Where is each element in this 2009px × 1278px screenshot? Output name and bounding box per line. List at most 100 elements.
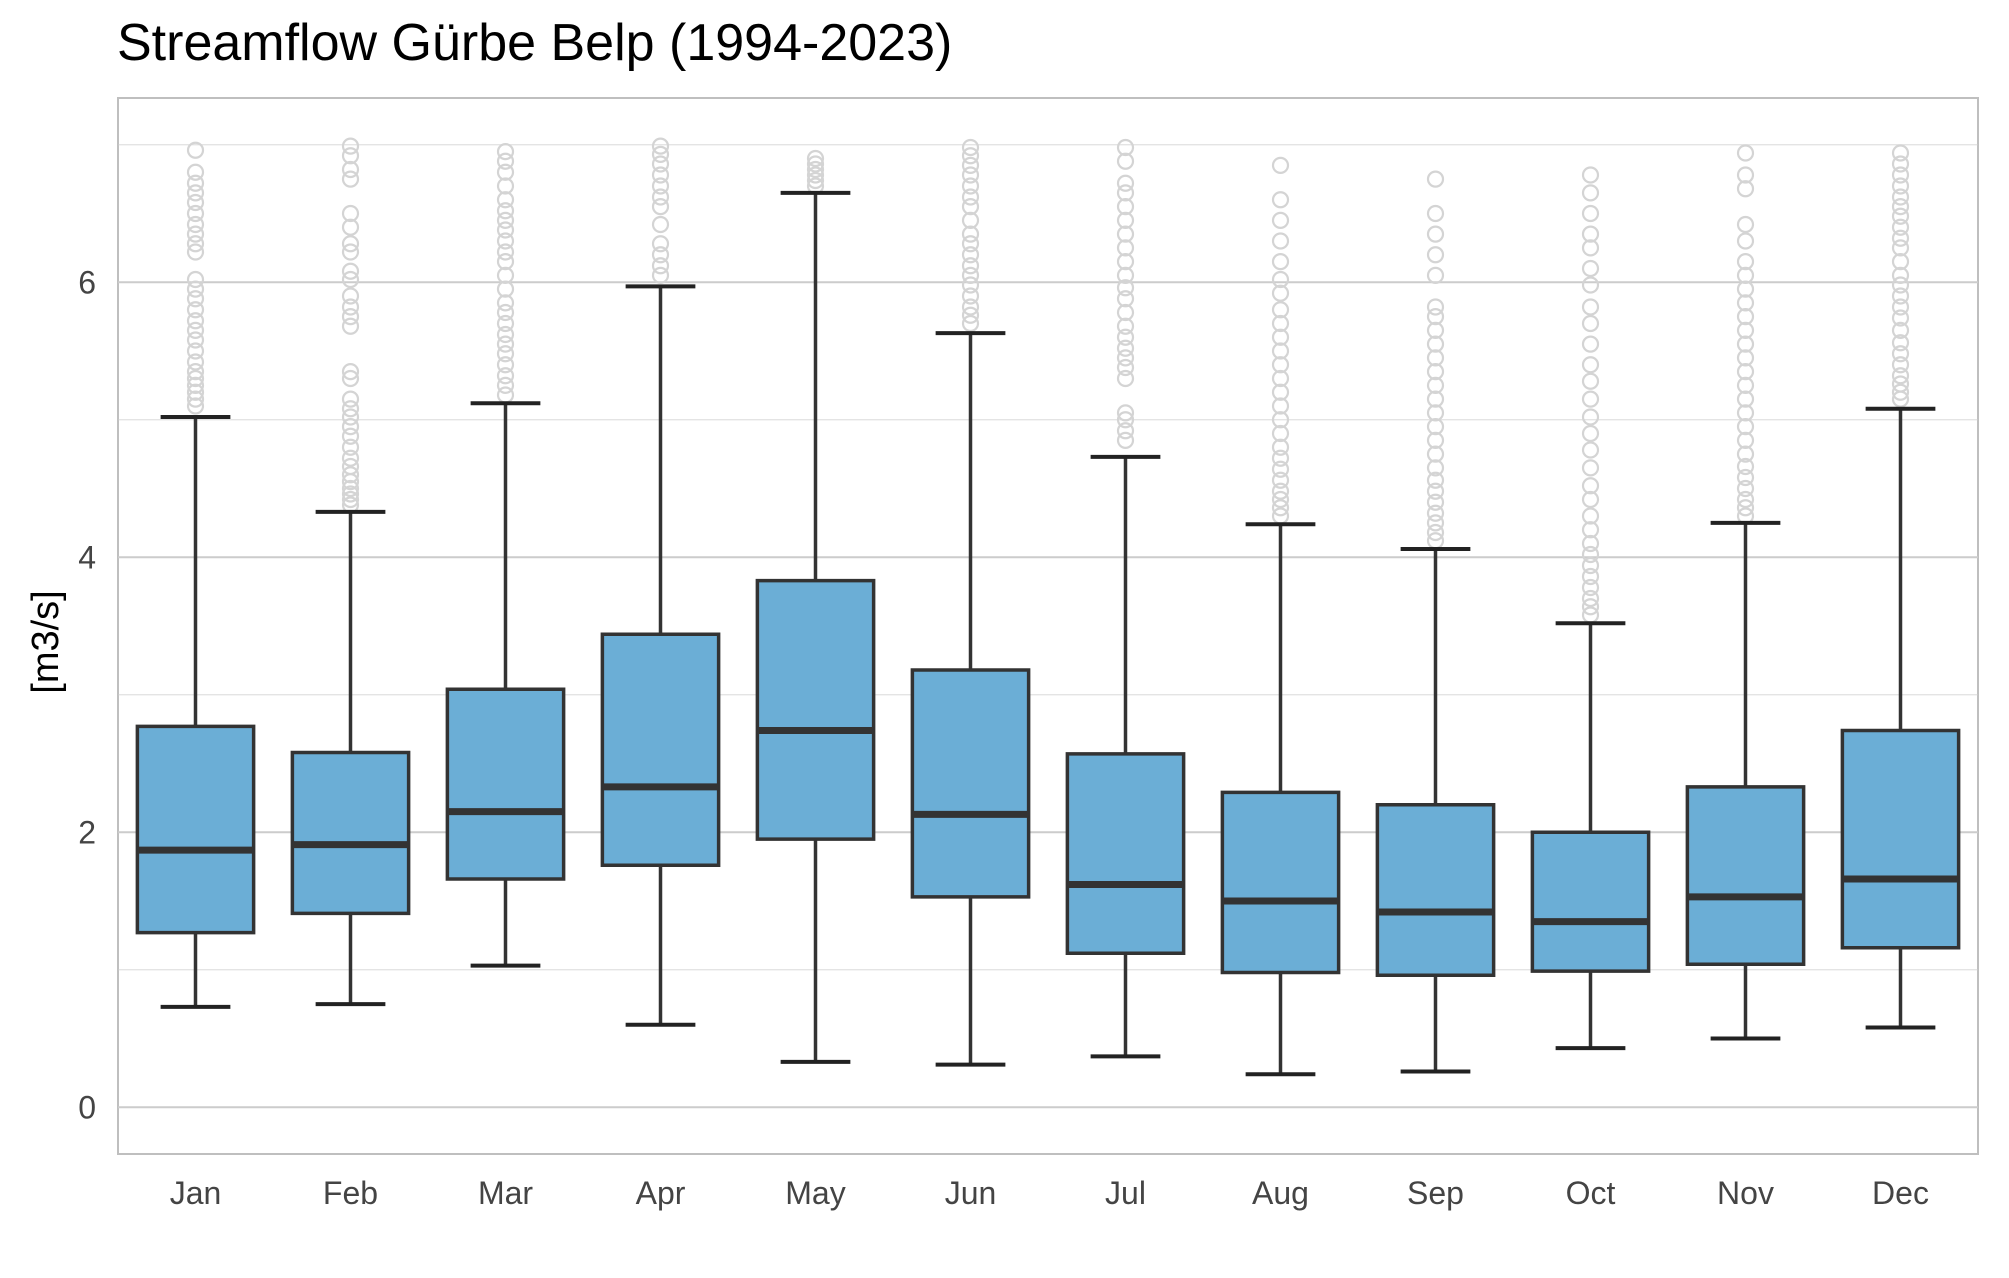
- outlier-point: [341, 262, 360, 280]
- outlier-point: [1271, 482, 1290, 500]
- outlier-point: [496, 314, 515, 333]
- box-iqr: [1840, 728, 1961, 950]
- outlier-point: [961, 298, 980, 316]
- outlier-point: [496, 345, 515, 363]
- outlier-point: [1581, 589, 1600, 608]
- outlier-point: [1581, 314, 1600, 333]
- box-jan: [135, 415, 256, 1009]
- outlier-point: [341, 479, 360, 498]
- outlier-point: [1271, 314, 1290, 333]
- outlier-point: [1736, 232, 1755, 250]
- outlier-point: [1581, 459, 1600, 477]
- outlier-point: [496, 294, 515, 312]
- outlier-point: [1581, 356, 1600, 374]
- box-iqr: [600, 632, 721, 867]
- outlier-point: [1581, 477, 1600, 495]
- outlier-point: [341, 485, 360, 503]
- outlier-point: [1426, 514, 1445, 532]
- x-tick-label-jan: Jan: [170, 1175, 222, 1211]
- outlier-point: [341, 317, 360, 335]
- outlier-point: [1891, 188, 1910, 206]
- outlier-point: [1736, 418, 1755, 436]
- x-tick-label-apr: Apr: [636, 1175, 686, 1211]
- outlier-point: [1891, 375, 1910, 393]
- outlier-point: [651, 215, 670, 234]
- outlier-point: [186, 369, 205, 388]
- outlier-point: [1271, 191, 1290, 209]
- outlier-point: [1271, 411, 1290, 429]
- outlier-point: [806, 171, 825, 190]
- outlier-point: [1736, 166, 1755, 184]
- outlier-point: [496, 202, 515, 220]
- outlier-point: [1891, 287, 1910, 305]
- x-tick-label-nov: Nov: [1717, 1175, 1774, 1211]
- outlier-point: [1271, 356, 1290, 374]
- outlier-point: [341, 427, 360, 445]
- outlier-point: [651, 177, 670, 195]
- box-apr: [600, 284, 721, 1027]
- box-mar: [445, 401, 566, 968]
- outlier-point: [806, 149, 825, 168]
- outlier-point: [1736, 294, 1755, 312]
- outlier-point: [1116, 184, 1135, 202]
- outlier-point: [1426, 321, 1445, 339]
- outlier-point: [1581, 335, 1600, 353]
- outlier-point: [1891, 177, 1910, 195]
- outlier-point: [186, 321, 205, 339]
- outlier-point: [186, 235, 205, 253]
- plot-frame: [117, 97, 1979, 1155]
- outlier-point: [1736, 180, 1755, 198]
- outlier-point: [1736, 457, 1755, 476]
- outlier-point: [496, 177, 515, 195]
- outlier-point: [1736, 445, 1755, 463]
- outlier-point: [961, 147, 980, 165]
- outlier-point: [341, 160, 360, 179]
- outlier-point: [651, 155, 670, 173]
- outlier-point: [1736, 490, 1755, 509]
- outlier-point: [186, 270, 205, 289]
- outlier-point: [1426, 471, 1445, 489]
- x-tick-label-jul: Jul: [1105, 1175, 1146, 1211]
- outlier-point: [1116, 198, 1135, 216]
- outlier-point: [186, 215, 205, 234]
- box-iqr: [1530, 830, 1651, 973]
- outlier-point: [1271, 301, 1290, 319]
- outlier-point: [961, 306, 980, 324]
- outlier-point: [1736, 349, 1755, 367]
- outlier-point: [186, 390, 205, 408]
- outlier-point: [1426, 204, 1445, 223]
- grid-lines: [118, 144, 1978, 1109]
- outlier-point: [1271, 270, 1290, 289]
- outlier-point: [961, 138, 980, 157]
- outlier-point: [1271, 490, 1290, 509]
- box-aug: [1220, 522, 1341, 1077]
- outlier-point: [341, 363, 360, 381]
- outlier-point: [1736, 280, 1755, 298]
- outlier-point: [1891, 144, 1910, 162]
- outlier-point: [341, 418, 360, 436]
- outlier-point: [961, 276, 980, 294]
- outlier-point: [1581, 507, 1600, 525]
- outlier-point: [341, 243, 360, 261]
- outlier-point: [1891, 239, 1910, 257]
- outlier-point: [186, 301, 205, 319]
- outlier-point: [341, 308, 360, 326]
- outlier-point: [1891, 298, 1910, 316]
- outlier-point: [1581, 598, 1600, 616]
- box-iqr: [135, 724, 256, 935]
- outlier-point: [1426, 418, 1445, 436]
- outlier-point: [1271, 342, 1290, 360]
- y-tick-labels: 0 2 4 6: [78, 264, 96, 1125]
- box-iqr: [1065, 752, 1186, 955]
- outlier-point: [1891, 383, 1910, 401]
- outlier-point: [1271, 438, 1290, 456]
- outlier-point: [1581, 225, 1600, 243]
- outlier-point: [341, 147, 360, 165]
- outlier-point: [1426, 390, 1445, 408]
- outlier-point: [1891, 155, 1910, 173]
- outlier-point: [496, 163, 515, 181]
- x-tick-labels: Jan Feb Mar Apr May Jun Jul Aug Sep Oct Nov Dec: [170, 1175, 1929, 1211]
- outlier-point: [1426, 459, 1445, 477]
- outlier-point: [1891, 321, 1910, 339]
- outlier-point: [1271, 232, 1290, 250]
